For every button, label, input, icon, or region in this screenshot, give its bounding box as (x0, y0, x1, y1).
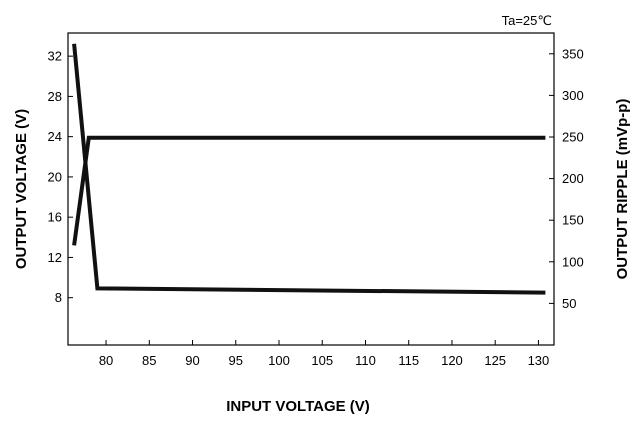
condition-label: Ta=25℃ (502, 13, 552, 28)
x-tick-label: 100 (268, 353, 290, 368)
x-tick-label: 125 (484, 353, 506, 368)
left-tick-label: 16 (48, 210, 62, 225)
right-tick-label: 100 (562, 254, 584, 269)
right-tick-label: 50 (562, 296, 576, 311)
right-tick-label: 300 (562, 88, 584, 103)
right-tick-label: 200 (562, 171, 584, 186)
left-tick-label: 20 (48, 169, 62, 184)
x-tick-label: 120 (441, 353, 463, 368)
x-axis-title: INPUT VOLTAGE (V) (226, 398, 370, 415)
output-ripple-line (72, 43, 546, 295)
right-tick-label: 250 (562, 130, 584, 145)
left-tick-label: 8 (55, 290, 62, 305)
left-axis-title: OUTPUT VOLTAGE (V) (13, 109, 30, 269)
left-tick-label: 24 (48, 129, 62, 144)
x-tick-label: 130 (528, 353, 550, 368)
right-tick-label: 150 (562, 213, 584, 228)
series-layer (72, 43, 546, 295)
x-axis-ticks: 80 85 90 95 100 105 110 115 120 125 130 (99, 340, 549, 368)
left-tick-label: 28 (48, 89, 62, 104)
output-voltage-line (72, 135, 546, 246)
right-axis-title: OUTPUT RIPPLE (mVp-p) (614, 99, 631, 280)
left-tick-label: 32 (48, 49, 62, 64)
right-axis-ticks: 50 100 150 200 250 300 350 (549, 46, 584, 311)
plot-frame (67, 32, 555, 346)
x-tick-label: 90 (185, 353, 199, 368)
x-tick-label: 95 (229, 353, 243, 368)
right-tick-label: 350 (562, 46, 584, 61)
x-tick-label: 85 (142, 353, 156, 368)
x-tick-label: 115 (398, 353, 419, 368)
x-tick-label: 110 (355, 353, 376, 368)
x-tick-label: 105 (311, 353, 333, 368)
left-axis-ticks: 8 12 16 20 24 28 32 (48, 49, 73, 305)
x-tick-label: 80 (99, 353, 113, 368)
left-tick-label: 12 (48, 250, 62, 265)
